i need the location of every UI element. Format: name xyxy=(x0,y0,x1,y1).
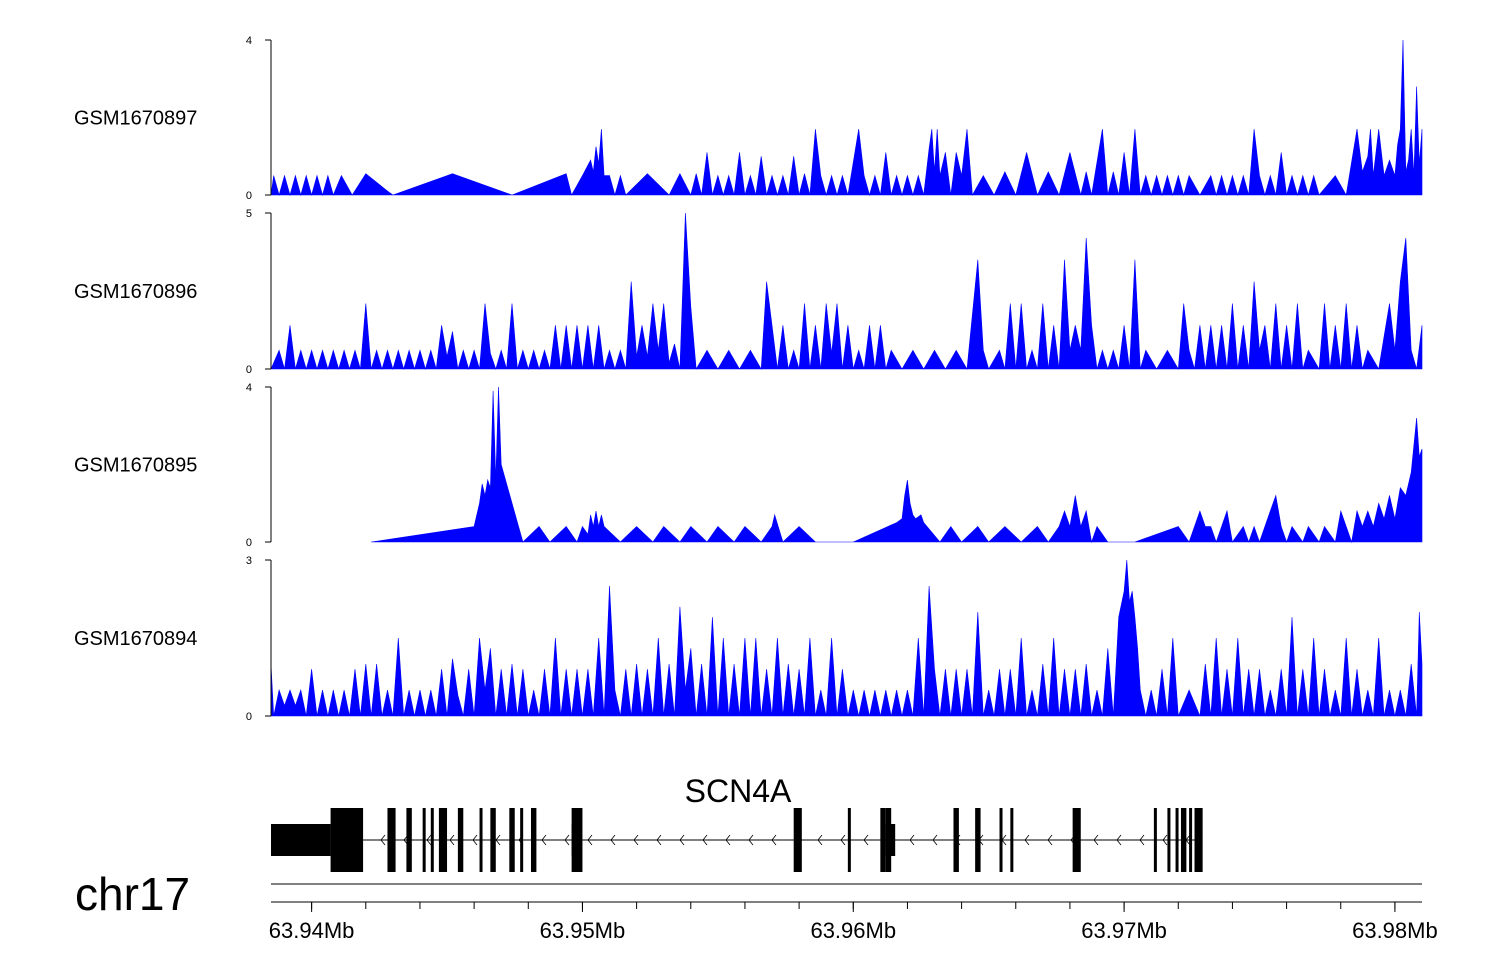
strand-chevron xyxy=(1162,834,1168,846)
strand-chevron xyxy=(1024,834,1030,846)
strand-chevron xyxy=(702,834,708,846)
gene-exon xyxy=(793,808,802,872)
strand-chevron xyxy=(656,834,662,846)
track-label: GSM1670895 xyxy=(74,455,197,477)
gene-exon xyxy=(847,808,851,872)
y-tick-label-max: 4 xyxy=(246,382,252,394)
gene-exon xyxy=(387,808,396,872)
strand-chevron xyxy=(380,834,386,846)
gene-exon xyxy=(1153,808,1157,872)
gene-exon-thin xyxy=(571,824,582,856)
track-GSM1670896: 5 0 GSM1670896 xyxy=(74,208,1423,376)
coverage-area-GSM1670895 xyxy=(371,386,1423,544)
x-tick-label: 63.96Mb xyxy=(810,918,896,943)
gene-exon xyxy=(953,808,959,872)
gene-exon xyxy=(1189,808,1193,872)
gene-exon xyxy=(430,808,434,872)
track-GSM1670897: 4 0 GSM1670897 xyxy=(74,35,1423,202)
track-GSM1670894: 3 0 GSM1670894 xyxy=(74,555,1423,723)
gene-exon xyxy=(330,808,364,872)
x-tick-label: 63.97Mb xyxy=(1081,918,1167,943)
coverage-area-GSM1670897 xyxy=(270,39,1423,197)
y-tick-label-max: 3 xyxy=(246,555,252,567)
strand-chevron xyxy=(748,834,754,846)
gene-exon xyxy=(1167,808,1171,872)
y-tick-label-min: 0 xyxy=(246,711,252,723)
strand-chevron xyxy=(1116,834,1122,846)
coverage-area-GSM1670896 xyxy=(270,212,1423,371)
gene-name-label: SCN4A xyxy=(685,773,792,809)
strand-chevron xyxy=(863,834,869,846)
strand-chevron xyxy=(679,834,685,846)
gene-model: SCN4A xyxy=(271,773,1203,872)
strand-chevron xyxy=(610,834,616,846)
strand-chevron xyxy=(564,834,570,846)
strand-chevron xyxy=(541,834,547,846)
strand-chevron xyxy=(771,834,777,846)
gene-exon xyxy=(975,808,981,872)
gene-exon xyxy=(479,808,483,872)
gene-exon xyxy=(1010,808,1014,872)
y-tick-label-max: 5 xyxy=(246,208,252,220)
gene-exon xyxy=(490,808,496,872)
gene-exon xyxy=(438,808,448,872)
gene-exon xyxy=(509,808,515,872)
strand-chevron xyxy=(932,834,938,846)
gene-exon xyxy=(530,808,537,872)
data-tracks: 4 0 GSM1670897 5 0 GSM1670896 4 0 GSM1670895 3 0 GS… xyxy=(74,35,1423,723)
gene-exon xyxy=(406,808,412,872)
y-tick-label-max: 4 xyxy=(246,35,252,47)
gene-exon xyxy=(1194,808,1203,872)
strand-chevron xyxy=(449,834,455,846)
strand-chevron xyxy=(495,834,501,846)
gene-exon xyxy=(1072,808,1081,872)
strand-chevron xyxy=(817,834,823,846)
strand-chevron xyxy=(1093,834,1099,846)
chromosome-label: chr17 xyxy=(75,868,190,920)
gene-exon xyxy=(422,808,426,872)
x-tick-label: 63.95Mb xyxy=(540,918,626,943)
y-tick-label-min: 0 xyxy=(246,537,252,549)
gene-exon xyxy=(520,808,524,872)
strand-chevron xyxy=(1139,834,1145,846)
gene-exon xyxy=(457,808,464,872)
track-GSM1670895: 4 0 GSM1670895 xyxy=(74,382,1423,549)
gene-exon xyxy=(1180,808,1187,872)
strand-chevron xyxy=(1047,834,1053,846)
strand-chevron xyxy=(840,834,846,846)
strand-chevron xyxy=(426,834,432,846)
track-label: GSM1670894 xyxy=(74,628,197,650)
coverage-area-GSM1670894 xyxy=(270,559,1423,717)
x-tick-label: 63.98Mb xyxy=(1352,918,1438,943)
track-label: GSM1670897 xyxy=(74,108,197,130)
track-label: GSM1670896 xyxy=(74,281,197,303)
x-tick-label: 63.94Mb xyxy=(269,918,355,943)
y-tick-label-min: 0 xyxy=(246,190,252,202)
gene-exon xyxy=(1175,808,1179,872)
strand-chevron xyxy=(472,834,478,846)
strand-chevron xyxy=(725,834,731,846)
gene-exon xyxy=(999,808,1003,872)
strand-chevron xyxy=(909,834,915,846)
y-tick-label-min: 0 xyxy=(246,364,252,376)
gene-utr xyxy=(271,824,331,856)
strand-chevron xyxy=(587,834,593,846)
gene-exon-thin xyxy=(885,824,896,856)
strand-chevron xyxy=(633,834,639,846)
gene-exon xyxy=(880,808,886,872)
genome-axis: 63.94Mb 63.95Mb 63.96Mb 63.97Mb 63.98Mb chr17 xyxy=(75,868,1438,943)
